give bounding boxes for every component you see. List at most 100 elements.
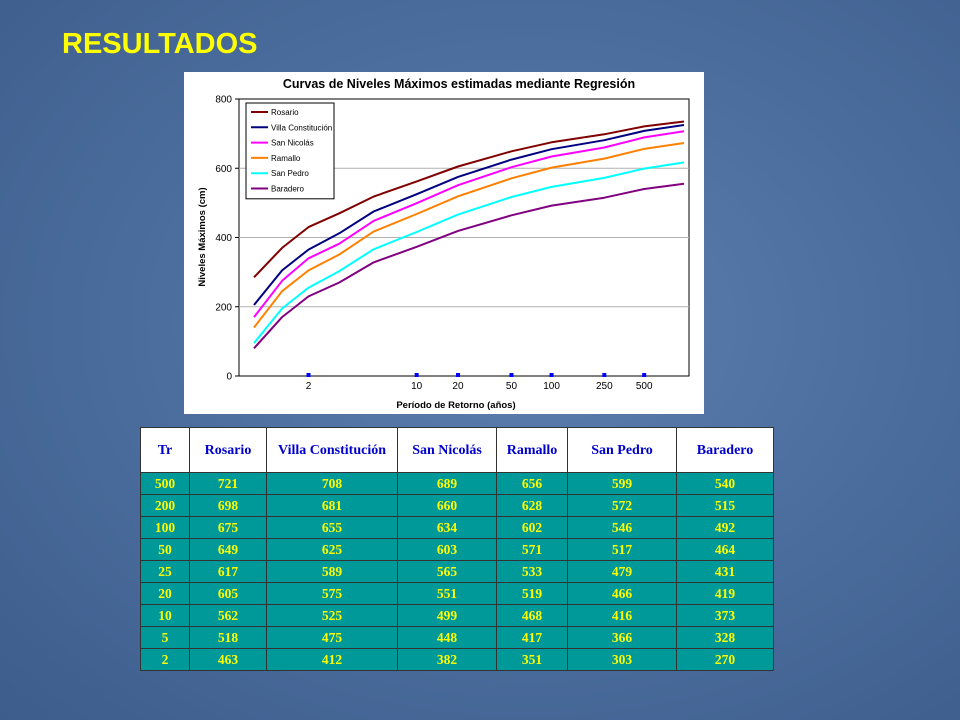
series-line-0 [253,120,685,278]
table-cell: 625 [266,538,398,561]
table-cell: 525 [266,604,398,627]
chart-title: Curvas de Niveles Máximos estimadas medi… [283,77,635,91]
table-cell: 517 [567,538,677,561]
table-cell: 603 [397,538,497,561]
table-cell: 499 [397,604,497,627]
series-line-3 [253,142,685,329]
table-cell-tr: 20 [140,582,190,605]
series-line-1 [253,124,685,306]
table-cell: 708 [266,472,398,495]
table-cell: 412 [266,648,398,671]
table-row: 500 721 708 689 656 599 540 [140,472,774,495]
chart-panel: 0 200 400 600 800 2 10 20 50 100 250 500 Rosario Vil… [184,72,704,414]
table-cell: 351 [496,648,568,671]
table-row: 20 605 575 551 519 466 419 [140,582,774,605]
axes: 0 200 400 600 800 2 10 20 50 100 250 500 [215,95,653,393]
table-cell-tr: 2 [140,648,190,671]
legend-box [245,102,335,200]
y-axis-label: Niveles Máximos (cm) [197,187,208,286]
y-tick-label: 0 [226,372,232,383]
table-cell-tr: 100 [140,516,190,539]
table-cell: 698 [189,494,267,517]
table-row: 100 675 655 634 602 546 492 [140,516,774,539]
table-cell-tr: 10 [140,604,190,627]
table-cell: 634 [397,516,497,539]
table-cell: 660 [397,494,497,517]
legend: Rosario Villa Constitución San Nicolás Rama… [245,102,335,200]
header-tr: Tr [140,427,190,473]
y-tick-label: 800 [215,95,232,106]
table-cell: 571 [496,538,568,561]
table-cell: 599 [567,472,677,495]
header-villa-constitucion: Villa Constitución [266,427,398,473]
table-cell: 417 [496,626,568,649]
table-cell: 466 [567,582,677,605]
table-row: 10 562 525 499 468 416 373 [140,604,774,627]
table-cell: 270 [676,648,774,671]
x-tick-label: 2 [306,381,312,392]
header-baradero: Baradero [676,427,774,473]
table-cell: 649 [189,538,267,561]
table-row: 5 518 475 448 417 366 328 [140,626,774,649]
table-cell-tr: 200 [140,494,190,517]
table-cell: 675 [189,516,267,539]
table-cell: 519 [496,582,568,605]
table-cell: 551 [397,582,497,605]
table-cell: 546 [567,516,677,539]
table-cell: 689 [397,472,497,495]
table-cell: 303 [567,648,677,671]
x-tick-marker [509,373,514,377]
y-tick-label: 600 [215,164,232,175]
table-cell-tr: 500 [140,472,190,495]
table-cell: 366 [567,626,677,649]
series-line-4 [253,161,685,344]
table-cell: 605 [189,582,267,605]
table-row: 50 649 625 603 571 517 464 [140,538,774,561]
x-axis-label: Período de Retorno (años) [396,400,515,411]
table-cell: 373 [676,604,774,627]
legend-label: San Nicolás [271,139,314,148]
x-tick-label: 50 [506,381,518,392]
y-tick-label: 200 [215,302,232,313]
table-cell: 468 [496,604,568,627]
x-tick-label: 500 [636,381,653,392]
table-header-row: Tr Rosario Villa Constitución San Nicolá… [140,427,774,473]
table-cell: 656 [496,472,568,495]
table-cell: 721 [189,472,267,495]
table-cell: 448 [397,626,497,649]
header-rosario: Rosario [189,427,267,473]
x-tick-marker [455,373,460,377]
x-tick-marker [642,373,647,377]
table-cell: 328 [676,626,774,649]
table-cell: 617 [189,560,267,583]
x-tick-label: 100 [543,381,560,392]
table-cell: 382 [397,648,497,671]
header-ramallo: Ramallo [496,427,568,473]
table-cell: 515 [676,494,774,517]
table-cell: 416 [567,604,677,627]
table-cell: 562 [189,604,267,627]
table-cell: 572 [567,494,677,517]
levels-chart: 0 200 400 600 800 2 10 20 50 100 250 500 Rosario Vil… [197,77,690,411]
table-row: 25 617 589 565 533 479 431 [140,560,774,583]
table-cell: 575 [266,582,398,605]
table-row: 200 698 681 660 628 572 515 [140,494,774,517]
x-tick-label: 10 [411,381,423,392]
table-cell: 479 [567,560,677,583]
table-cell: 475 [266,626,398,649]
table-cell: 492 [676,516,774,539]
legend-label: Villa Constitución [271,123,332,132]
legend-label: Baradero [271,185,304,194]
header-san-nicolas: San Nicolás [397,427,497,473]
table-cell-tr: 25 [140,560,190,583]
table-cell-tr: 5 [140,626,190,649]
x-tick-marker [549,373,554,377]
x-tick-marker [602,373,607,377]
x-tick-marker [414,373,419,377]
table-row: 2 463 412 382 351 303 270 [140,648,774,671]
x-tick-marker [306,373,311,377]
table-cell: 565 [397,560,497,583]
series-line-5 [253,182,685,349]
table-cell: 540 [676,472,774,495]
table-cell: 533 [496,560,568,583]
